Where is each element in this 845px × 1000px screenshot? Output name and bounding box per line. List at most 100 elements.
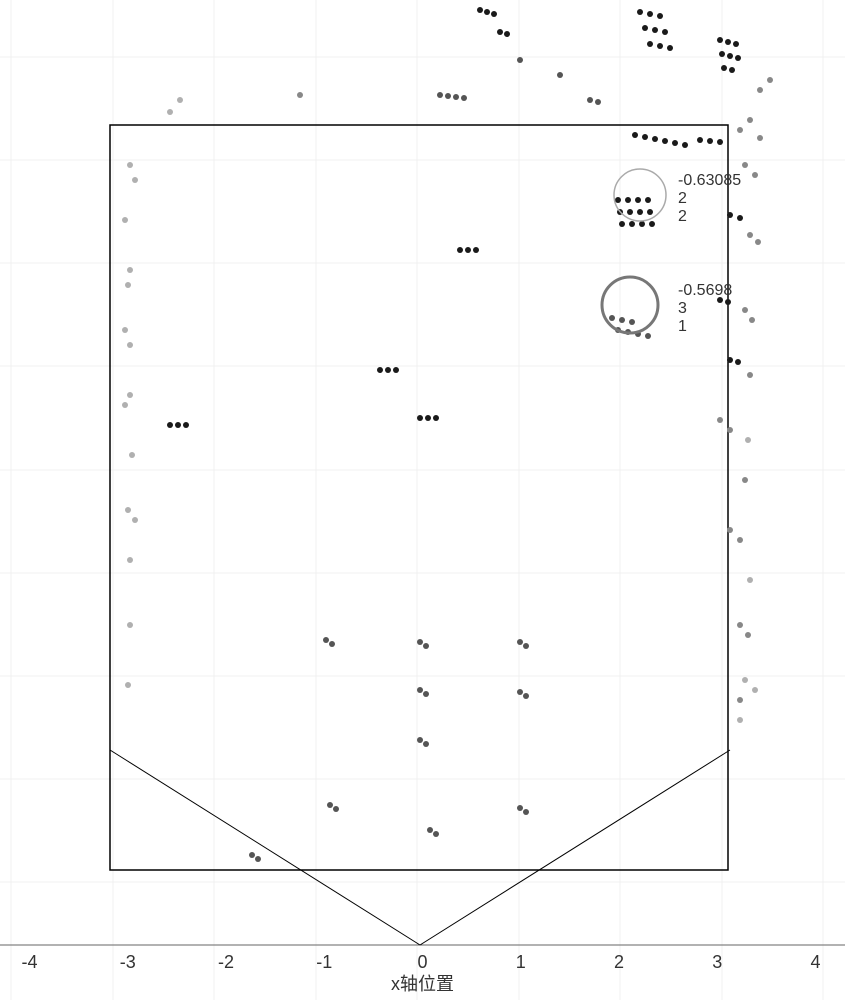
x-tick-label: 4 xyxy=(811,952,821,972)
data-point xyxy=(742,477,748,483)
data-point xyxy=(433,415,439,421)
x-tick-label: 0 xyxy=(417,952,427,972)
data-point xyxy=(517,805,523,811)
data-point xyxy=(297,92,303,98)
data-point xyxy=(323,637,329,643)
data-point xyxy=(742,677,748,683)
data-point xyxy=(672,140,678,146)
data-point xyxy=(125,282,131,288)
data-point xyxy=(595,99,601,105)
data-point xyxy=(465,247,471,253)
x-tick-label: -1 xyxy=(316,952,332,972)
data-point xyxy=(129,452,135,458)
data-point xyxy=(652,136,658,142)
data-point xyxy=(427,827,433,833)
data-point xyxy=(423,741,429,747)
data-point xyxy=(727,357,733,363)
data-point xyxy=(637,9,643,15)
data-point xyxy=(719,51,725,57)
annotation-text: -0.5698 xyxy=(678,282,732,299)
data-point xyxy=(523,643,529,649)
data-point xyxy=(127,557,133,563)
data-point xyxy=(423,643,429,649)
data-point xyxy=(423,691,429,697)
data-point xyxy=(632,132,638,138)
data-point xyxy=(122,217,128,223)
data-point xyxy=(707,138,713,144)
data-point xyxy=(733,41,739,47)
data-point xyxy=(167,109,173,115)
data-point xyxy=(329,641,335,647)
data-point xyxy=(721,65,727,71)
data-point xyxy=(745,437,751,443)
data-point xyxy=(727,212,733,218)
data-point xyxy=(523,693,529,699)
data-point xyxy=(647,11,653,17)
data-point xyxy=(127,342,133,348)
data-point xyxy=(477,7,483,13)
data-point xyxy=(662,29,668,35)
data-point xyxy=(333,806,339,812)
data-point xyxy=(642,25,648,31)
data-point xyxy=(177,97,183,103)
data-point xyxy=(737,127,743,133)
data-point xyxy=(183,422,189,428)
data-point xyxy=(327,802,333,808)
data-point xyxy=(255,856,261,862)
data-point xyxy=(523,809,529,815)
data-point xyxy=(737,717,743,723)
data-point xyxy=(132,517,138,523)
x-tick-label: -2 xyxy=(218,952,234,972)
data-point xyxy=(497,29,503,35)
x-tick-label: -4 xyxy=(21,952,37,972)
data-point xyxy=(609,315,615,321)
data-point xyxy=(742,162,748,168)
data-point xyxy=(717,417,723,423)
data-point xyxy=(652,27,658,33)
data-point xyxy=(747,232,753,238)
data-point xyxy=(717,139,723,145)
x-tick-label: 3 xyxy=(712,952,722,972)
data-point xyxy=(647,41,653,47)
data-point xyxy=(627,209,633,215)
data-point xyxy=(122,402,128,408)
data-point xyxy=(737,697,743,703)
data-point xyxy=(504,31,510,37)
data-point xyxy=(745,632,751,638)
data-point xyxy=(755,239,761,245)
x-tick-label: -3 xyxy=(120,952,136,972)
data-point xyxy=(175,422,181,428)
data-point xyxy=(461,95,467,101)
data-point xyxy=(752,172,758,178)
data-point xyxy=(639,221,645,227)
data-point xyxy=(629,319,635,325)
x-tick-label: 2 xyxy=(614,952,624,972)
data-point xyxy=(717,37,723,43)
data-point xyxy=(757,135,763,141)
data-point xyxy=(682,142,688,148)
data-point xyxy=(735,359,741,365)
data-point xyxy=(377,367,383,373)
data-point xyxy=(132,177,138,183)
x-axis-label: x轴位置 xyxy=(391,974,454,994)
chart-svg: -4-3-2-101234x轴位置-0.6308522-0.569831 xyxy=(0,0,845,1000)
boundary-rect xyxy=(110,125,728,870)
data-point xyxy=(662,138,668,144)
data-point xyxy=(517,689,523,695)
data-point xyxy=(737,215,743,221)
data-point xyxy=(127,622,133,628)
data-point xyxy=(417,687,423,693)
data-point xyxy=(385,367,391,373)
annotation-text: 2 xyxy=(678,190,687,207)
data-point xyxy=(625,197,631,203)
annotation-circle xyxy=(602,277,658,333)
data-point xyxy=(752,687,758,693)
data-point xyxy=(437,92,443,98)
data-point xyxy=(122,327,128,333)
data-point xyxy=(127,392,133,398)
data-point xyxy=(642,134,648,140)
data-point xyxy=(747,372,753,378)
data-point xyxy=(417,639,423,645)
data-point xyxy=(517,57,523,63)
data-point xyxy=(749,317,755,323)
